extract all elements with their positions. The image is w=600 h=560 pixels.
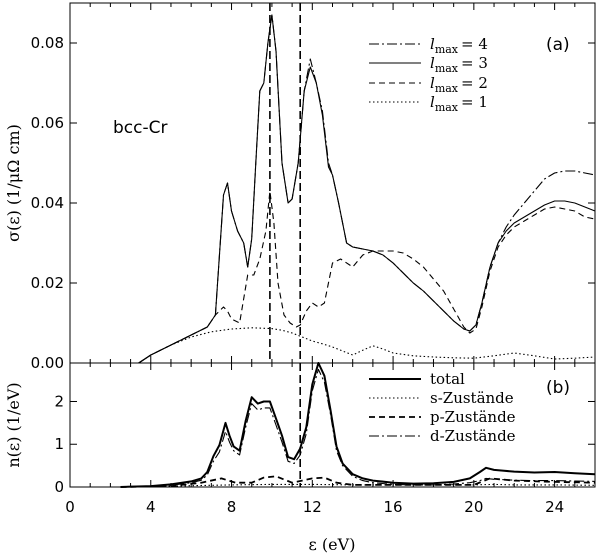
y-tick-label: 0.02 xyxy=(31,274,64,292)
x-tick-label: 8 xyxy=(227,498,237,516)
legend-b-entry-3: p-Zustände xyxy=(430,408,516,426)
x-axis-title: ε (eV) xyxy=(309,535,356,554)
legend-b-entry-1: total xyxy=(430,370,465,388)
y-tick-label: 0.06 xyxy=(31,114,64,132)
x-tick-labels: 0 4 8 12 16 20 24 xyxy=(65,498,564,516)
legend-a-entry-3: lmax = 2 xyxy=(430,74,488,95)
panel-b-y-axis-title: n(ε) (1/eV) xyxy=(4,382,23,467)
panel-b-y-tick-labels: 0 1 2 xyxy=(54,392,64,496)
series-line-3 xyxy=(138,190,596,364)
legend-b-entry-2: s-Zustände xyxy=(430,389,514,407)
y-tick-label: 0.08 xyxy=(31,34,64,52)
x-tick-label: 20 xyxy=(464,498,483,516)
panel-a-frame xyxy=(69,2,596,364)
legend-b-entry-4: d-Zustände xyxy=(430,427,516,445)
y-tick-label: 0.04 xyxy=(31,194,64,212)
panel-a-y-tick-labels: 0.00 0.02 0.04 0.06 0.08 xyxy=(31,34,64,372)
panel-a-ticks xyxy=(69,3,596,364)
series-line-4 xyxy=(138,327,596,364)
x-tick-label: 12 xyxy=(303,498,322,516)
y-tick-label: 2 xyxy=(54,392,64,410)
legend-a-entry-1: lmax = 4 xyxy=(430,35,488,56)
y-tick-label: 0 xyxy=(54,478,64,496)
material-annotation: bcc-Cr xyxy=(113,118,167,138)
panel-a-y-axis-title: σ(ε) (1/μΩ cm) xyxy=(4,124,23,242)
series-line-1 xyxy=(120,362,596,488)
legend-a-entry-4: lmax = 1 xyxy=(430,93,488,114)
y-tick-label: 1 xyxy=(54,435,64,453)
y-tick-label: 0.00 xyxy=(31,354,64,372)
series-line-3 xyxy=(120,475,596,488)
series-line-2 xyxy=(120,483,596,488)
panel-b-label: (b) xyxy=(546,378,570,398)
panel-a-series xyxy=(138,14,596,364)
x-tick-label: 0 xyxy=(65,498,75,516)
panel-a-label: (a) xyxy=(546,35,570,55)
legend-a-entry-2: lmax = 3 xyxy=(430,54,488,75)
series-line-4 xyxy=(120,368,596,488)
series-line-2 xyxy=(138,14,596,364)
x-tick-label: 16 xyxy=(384,498,403,516)
series-line-1 xyxy=(138,14,596,364)
panel-b-ticks xyxy=(69,363,596,488)
panel-b-legend: total s-Zustände p-Zustände d-Zustände xyxy=(369,370,516,445)
panel-a-legend: lmax = 4 lmax = 3 lmax = 2 lmax = 1 xyxy=(369,35,488,114)
x-tick-label: 4 xyxy=(146,498,156,516)
panel-a-vertical-lines xyxy=(269,3,301,363)
panel-b-series xyxy=(120,362,596,488)
x-tick-label: 24 xyxy=(545,498,564,516)
